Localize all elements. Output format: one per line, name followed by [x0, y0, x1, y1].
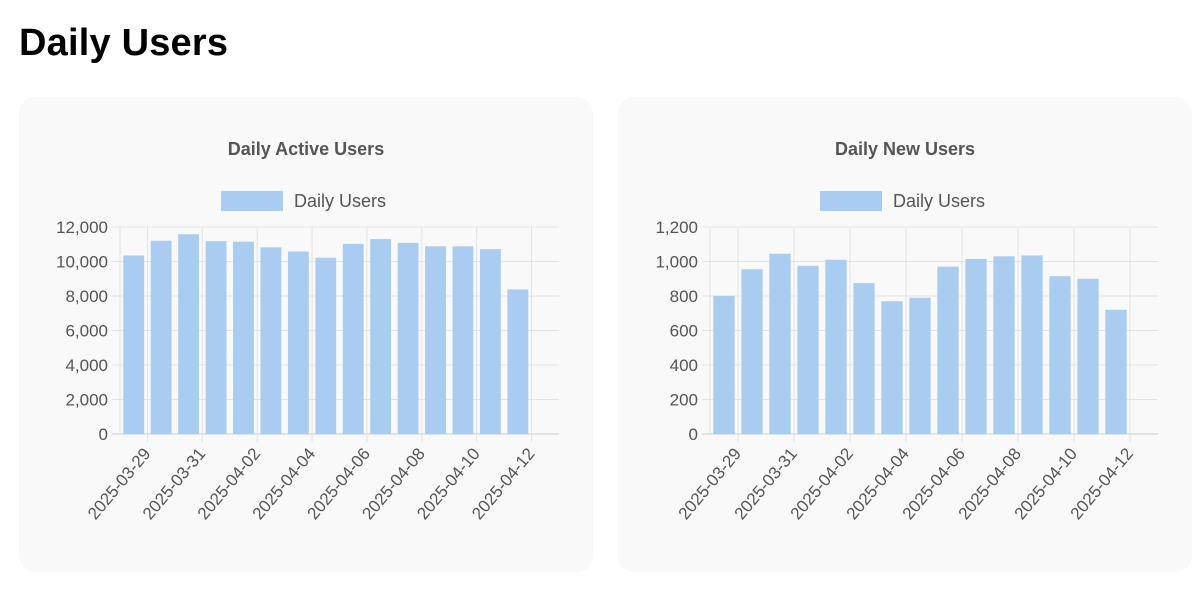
bar[interactable]	[507, 289, 529, 434]
y-tick-label: 2,000	[65, 391, 108, 410]
plot-area: 02,0004,0006,0008,00010,00012,0002025-03…	[56, 218, 559, 523]
chart-title: Daily Active Users	[228, 139, 384, 159]
bar[interactable]	[150, 240, 172, 434]
bar[interactable]	[1049, 276, 1071, 434]
bar[interactable]	[797, 265, 819, 434]
chart-title: Daily New Users	[835, 139, 975, 159]
y-tick-label: 12,000	[56, 218, 108, 237]
bar[interactable]	[1021, 255, 1043, 434]
y-tick-label: 400	[670, 356, 698, 375]
legend-swatch[interactable]	[221, 191, 283, 211]
daily-active-users-card: Daily Active Users Daily Users 0 2,000 4,0…	[19, 97, 593, 572]
bar[interactable]	[397, 242, 419, 434]
y-tick-label: 10,000	[56, 253, 108, 272]
daily-new-users-card: Daily New Users Daily Users 0 200 400 600 80…	[618, 97, 1192, 572]
legend-swatch[interactable]	[820, 191, 882, 211]
y-tick-label: 600	[670, 322, 698, 341]
y-tick-label: 1,000	[655, 253, 698, 272]
bar[interactable]	[178, 234, 200, 434]
bar[interactable]	[205, 241, 227, 434]
bar[interactable]	[965, 258, 987, 434]
bar[interactable]	[425, 246, 446, 434]
y-tick-label: 0	[99, 425, 108, 444]
bar[interactable]	[1105, 309, 1127, 434]
y-tick-label: 8,000	[65, 287, 108, 306]
y-tick-label: 1,200	[655, 218, 698, 237]
y-tick-label: 0	[689, 425, 698, 444]
bar[interactable]	[1077, 278, 1099, 434]
y-tick-label: 200	[670, 391, 698, 410]
bar[interactable]	[993, 256, 1015, 434]
bar[interactable]	[315, 257, 337, 434]
bar[interactable]	[909, 297, 931, 434]
bar[interactable]	[342, 243, 364, 434]
y-tick-label: 800	[670, 287, 698, 306]
legend-label[interactable]: Daily Users	[294, 191, 386, 211]
bar[interactable]	[287, 251, 309, 434]
bar[interactable]	[937, 266, 959, 434]
bar[interactable]	[769, 253, 791, 434]
bar[interactable]	[479, 249, 501, 434]
bar[interactable]	[853, 283, 875, 434]
bar[interactable]	[233, 241, 254, 434]
bar[interactable]	[123, 255, 145, 434]
y-tick-label: 6,000	[65, 322, 108, 341]
page-title: Daily Users	[19, 22, 229, 64]
daily-active-users-chart: Daily Active Users Daily Users 0 2,000 4,0…	[56, 139, 559, 523]
y-tick-label: 4,000	[65, 356, 108, 375]
bar[interactable]	[881, 301, 903, 434]
plot-area: 02004006008001,0001,2002025-03-292025-03…	[655, 218, 1158, 523]
bar[interactable]	[825, 259, 847, 434]
bar[interactable]	[452, 246, 474, 434]
bar[interactable]	[370, 239, 392, 434]
bar[interactable]	[260, 247, 282, 434]
legend-label[interactable]: Daily Users	[893, 191, 985, 211]
bar[interactable]	[713, 296, 735, 434]
daily-new-users-chart: Daily New Users Daily Users 0 200 400 600 80…	[655, 139, 1158, 523]
bar[interactable]	[741, 269, 763, 434]
